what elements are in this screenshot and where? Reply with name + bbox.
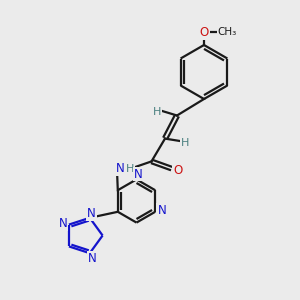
Text: H: H (181, 137, 190, 148)
Text: H: H (152, 106, 161, 117)
Text: H: H (125, 164, 134, 174)
Text: CH₃: CH₃ (218, 27, 237, 38)
Text: N: N (158, 204, 166, 217)
Text: O: O (200, 26, 208, 39)
Text: O: O (173, 164, 182, 177)
Text: N: N (87, 207, 96, 220)
Text: N: N (134, 167, 142, 181)
Text: N: N (58, 217, 67, 230)
Text: N: N (88, 252, 97, 265)
Text: N: N (116, 162, 125, 175)
